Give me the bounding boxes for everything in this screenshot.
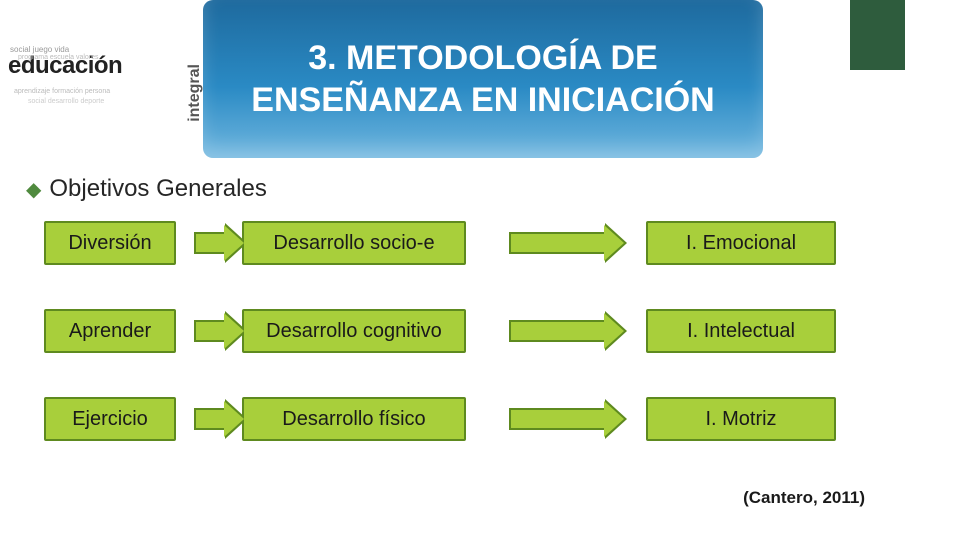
diagram-row: Diversión Desarrollo socio-e I. Emociona… bbox=[44, 220, 914, 266]
box-col2: Desarrollo cognitivo bbox=[242, 309, 466, 353]
title-banner: 3. METODOLOGÍA DE ENSEÑANZA EN INICIACIÓ… bbox=[203, 0, 763, 158]
wordart-secondary: integral bbox=[187, 64, 203, 122]
box-col2: Desarrollo físico bbox=[242, 397, 466, 441]
arrow bbox=[176, 232, 242, 254]
box-col2: Desarrollo socio-e bbox=[242, 221, 466, 265]
diagram-row: Ejercicio Desarrollo físico I. Motriz bbox=[44, 396, 914, 442]
wordart-logo: social juego vida programa escuela valor… bbox=[8, 52, 183, 122]
box-col3: I. Motriz bbox=[646, 397, 836, 441]
box-col1: Diversión bbox=[44, 221, 176, 265]
arrow bbox=[466, 320, 646, 342]
accent-tab bbox=[850, 0, 905, 70]
slide-title: 3. METODOLOGÍA DE ENSEÑANZA EN INICIACIÓ… bbox=[233, 37, 733, 122]
box-col3: I. Intelectual bbox=[646, 309, 836, 353]
arrow bbox=[176, 408, 242, 430]
citation: (Cantero, 2011) bbox=[743, 488, 865, 508]
diagram-row: Aprender Desarrollo cognitivo I. Intelec… bbox=[44, 308, 914, 354]
bullet-icon: ◆ bbox=[26, 177, 41, 202]
section-heading-text: Objetivos Generales bbox=[49, 175, 266, 203]
box-col3: I. Emocional bbox=[646, 221, 836, 265]
box-col1: Aprender bbox=[44, 309, 176, 353]
arrow bbox=[176, 320, 242, 342]
section-heading: ◆ Objetivos Generales bbox=[26, 175, 267, 203]
arrow bbox=[466, 232, 646, 254]
arrow bbox=[466, 408, 646, 430]
objectives-diagram: Diversión Desarrollo socio-e I. Emociona… bbox=[44, 220, 914, 484]
box-col1: Ejercicio bbox=[44, 397, 176, 441]
